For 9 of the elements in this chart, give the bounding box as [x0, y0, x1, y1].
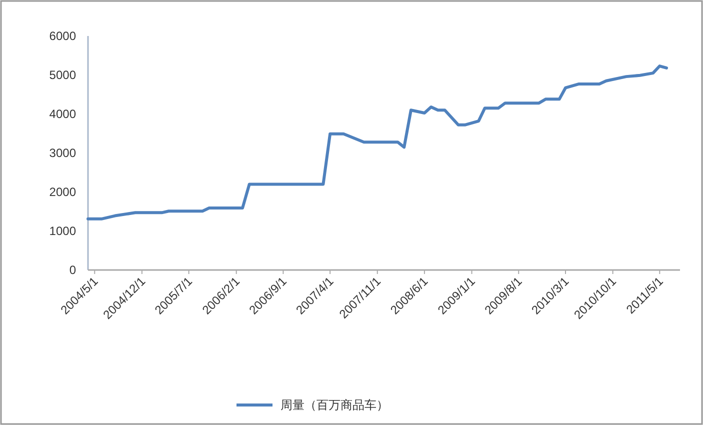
y-tick-label: 5000 — [49, 68, 76, 82]
y-tick-label: 0 — [69, 263, 76, 277]
y-tick-label: 2000 — [49, 185, 76, 199]
legend-label: 周量（百万商品车） — [280, 398, 388, 412]
y-tick-label: 4000 — [49, 107, 76, 121]
line-series — [86, 64, 668, 220]
y-tick-label: 6000 — [49, 29, 76, 43]
y-tick-label: 3000 — [49, 146, 76, 160]
y-tick-label: 1000 — [49, 224, 76, 238]
